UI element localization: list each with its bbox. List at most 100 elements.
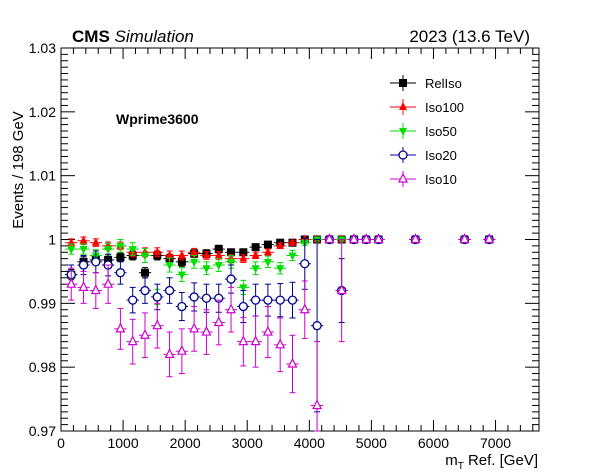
legend-label: Iso20 — [425, 148, 457, 163]
open-triangle-marker — [324, 233, 335, 244]
axis-ticks: 0 1000 2000 3000 4000 5000 6000 7000 0.97 0.98 0.9… — [29, 40, 539, 451]
data-point — [249, 250, 262, 260]
data-point — [286, 249, 299, 262]
legend-label: Iso100 — [425, 100, 464, 115]
triangle-down-marker — [399, 128, 407, 136]
data-point — [138, 312, 152, 359]
data-point — [483, 233, 496, 244]
circle-marker — [177, 301, 187, 312]
legend-label: Iso10 — [425, 172, 457, 187]
open-triangle-marker — [398, 172, 408, 183]
data-point — [138, 277, 152, 304]
data-point — [261, 306, 275, 359]
data-point — [65, 243, 78, 255]
data-point — [65, 267, 78, 301]
data-point — [175, 291, 189, 322]
data-point — [126, 318, 139, 365]
triangle-up-marker — [202, 250, 211, 259]
triangle-up-marker — [177, 250, 186, 259]
x-tick-label: 6000 — [418, 435, 449, 451]
square-marker — [214, 245, 223, 254]
triangle-up-marker — [214, 250, 223, 259]
y-tick-label: 1.01 — [29, 168, 56, 184]
square-marker — [251, 243, 260, 252]
triangle-up-marker — [399, 102, 407, 110]
data-point — [188, 247, 201, 257]
open-triangle-marker — [250, 335, 261, 346]
triangle-down-marker — [165, 262, 174, 271]
data-point — [101, 264, 115, 304]
circle-marker — [238, 301, 248, 312]
data-point — [261, 247, 275, 256]
open-triangle-marker — [373, 233, 384, 244]
data-point — [224, 254, 238, 269]
data-point — [237, 316, 250, 367]
data-point — [163, 277, 176, 304]
square-marker — [116, 253, 125, 262]
data-point — [77, 243, 90, 255]
data-point — [249, 243, 262, 252]
triangle-down-marker — [116, 242, 125, 251]
triangle-up-marker — [91, 237, 100, 246]
x-tick-label: 5000 — [356, 435, 387, 451]
triangle-up-marker — [190, 247, 199, 256]
circle-marker — [226, 274, 236, 284]
open-triangle-marker — [189, 322, 200, 333]
circle-marker — [312, 321, 322, 331]
open-triangle-marker — [90, 284, 101, 295]
triangle-up-marker — [239, 253, 248, 262]
x-tick-label: 1000 — [107, 435, 138, 451]
data-point — [77, 270, 90, 304]
data-point — [286, 281, 299, 319]
data-point — [261, 255, 275, 269]
open-triangle-marker — [287, 357, 298, 368]
data-point — [409, 233, 422, 244]
circle-marker — [91, 257, 101, 267]
open-triangle-marker — [115, 322, 126, 333]
triangle-down-marker — [288, 252, 297, 261]
triangle-down-marker — [177, 271, 186, 280]
triangle-down-marker — [263, 258, 272, 267]
open-triangle-marker — [484, 233, 495, 244]
triangle-down-marker — [214, 262, 223, 271]
y-axis-label: Events / 198 GeV — [10, 111, 27, 229]
open-triangle-marker — [103, 277, 114, 288]
triangle-up-marker — [153, 247, 162, 256]
open-triangle-marker — [213, 316, 224, 327]
data-point — [163, 331, 176, 378]
data-point — [188, 306, 201, 352]
data-point — [249, 261, 262, 276]
open-triangle-marker — [410, 233, 421, 244]
annotation-label: Wprime3600 — [116, 111, 199, 127]
circle-marker — [115, 268, 126, 278]
series-iso10 — [65, 233, 496, 432]
data-point — [212, 299, 225, 346]
data-point — [151, 302, 164, 349]
open-triangle-marker — [275, 338, 286, 349]
open-triangle-marker — [348, 233, 359, 244]
simulation-label: Simulation — [114, 27, 194, 46]
square-marker — [263, 240, 272, 249]
data-point — [261, 240, 275, 249]
data-point — [151, 283, 164, 311]
square-marker — [399, 79, 407, 87]
data-point — [212, 250, 225, 260]
open-triangle-marker — [312, 399, 323, 410]
y-tick-label: 0.99 — [29, 295, 56, 311]
triangle-down-marker — [79, 246, 88, 255]
legend-entry-reliso: RelIso — [390, 75, 462, 91]
open-triangle-marker — [459, 233, 470, 244]
x-tick-label: 2000 — [170, 435, 201, 451]
data-point — [372, 233, 385, 244]
open-triangle-marker — [262, 325, 273, 336]
triangle-up-marker — [263, 247, 272, 256]
data-point — [89, 272, 102, 309]
square-marker — [140, 268, 149, 277]
square-marker — [177, 257, 186, 266]
legend-entry-iso50: Iso50 — [390, 123, 457, 139]
legend: RelIso Iso100 Iso50 Iso20 Iso10 — [390, 75, 464, 187]
circle-marker — [275, 295, 285, 305]
data-point — [175, 267, 189, 283]
data-point — [458, 233, 471, 244]
data-point — [274, 261, 287, 275]
